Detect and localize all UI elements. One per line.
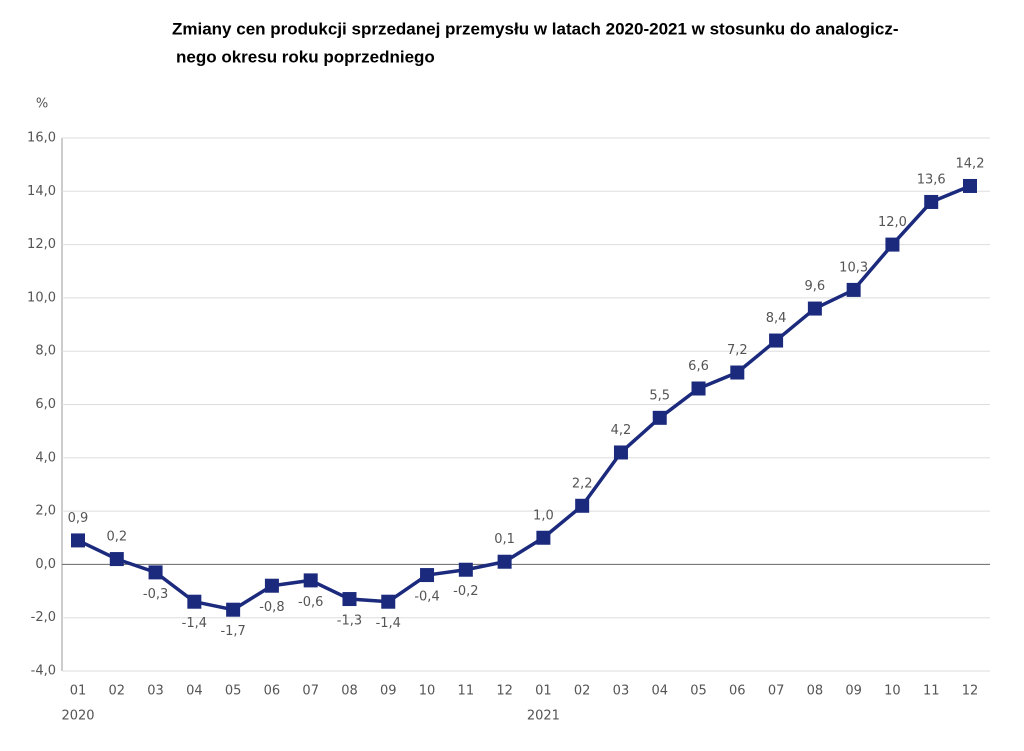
data-label: -1,7 xyxy=(220,624,245,639)
point-marker xyxy=(963,178,977,193)
data-label: 14,2 xyxy=(956,156,985,171)
point-marker xyxy=(497,554,512,569)
point-marker xyxy=(730,365,745,380)
data-label: 2,2 xyxy=(572,476,593,491)
y-tick-label: 8,0 xyxy=(35,344,56,359)
x-tick-label: 02 xyxy=(574,684,591,699)
point-marker xyxy=(652,410,667,425)
point-marker xyxy=(303,573,318,588)
y-tick-label: 12,0 xyxy=(27,237,56,252)
x-tick-label: 11 xyxy=(458,684,475,699)
y-tick-label: -2,0 xyxy=(31,610,56,625)
point-marker xyxy=(148,565,163,580)
point-marker xyxy=(342,592,357,607)
data-label: 1,0 xyxy=(533,508,554,523)
x-group-label: 2021 xyxy=(527,709,560,724)
point-marker xyxy=(769,333,784,348)
y-tick-label: -4,0 xyxy=(31,664,56,679)
point-marker xyxy=(846,282,861,297)
data-label: -0,4 xyxy=(414,590,439,605)
point-marker xyxy=(109,552,124,567)
x-tick-label: 04 xyxy=(186,684,203,699)
point-marker xyxy=(536,530,551,545)
x-tick-label: 09 xyxy=(380,684,397,699)
x-tick-label: 12 xyxy=(962,684,979,699)
data-label: -1,4 xyxy=(376,616,401,631)
x-tick-label: 12 xyxy=(496,684,513,699)
data-label: 6,6 xyxy=(688,359,709,374)
y-tick-label: 14,0 xyxy=(27,184,56,199)
y-tick-label: 16,0 xyxy=(27,131,56,146)
x-tick-label: 03 xyxy=(147,684,164,699)
series-line xyxy=(77,184,971,612)
data-label: -0,3 xyxy=(143,587,168,602)
point-marker xyxy=(807,301,822,316)
point-marker xyxy=(458,562,473,577)
data-label: 9,6 xyxy=(805,279,826,294)
x-tick-label: 07 xyxy=(302,684,319,699)
point-marker xyxy=(187,594,202,609)
point-marker xyxy=(420,568,435,583)
data-label: 0,9 xyxy=(68,511,89,526)
y-tick-label: 6,0 xyxy=(35,397,56,412)
x-tick-label: 08 xyxy=(807,684,824,699)
point-marker xyxy=(381,594,396,609)
x-tick-label: 01 xyxy=(535,684,552,699)
point-marker xyxy=(264,578,279,593)
data-label: 4,2 xyxy=(611,423,632,438)
data-label: 10,3 xyxy=(839,260,868,275)
x-tick-label: 09 xyxy=(845,684,862,699)
x-tick-label: 01 xyxy=(70,684,87,699)
x-tick-label: 02 xyxy=(109,684,126,699)
x-tick-label: 05 xyxy=(225,684,242,699)
y-tick-label: 4,0 xyxy=(35,450,56,465)
y-axis-label: % xyxy=(36,97,48,112)
data-label: 5,5 xyxy=(649,388,670,403)
point-marker xyxy=(613,445,628,460)
x-tick-label: 11 xyxy=(923,684,940,699)
y-tick-label: 2,0 xyxy=(35,504,56,519)
point-marker xyxy=(924,194,939,209)
x-tick-label: 05 xyxy=(690,684,707,699)
data-label: -0,6 xyxy=(298,595,323,610)
x-tick-label: 10 xyxy=(884,684,901,699)
data-label: -1,4 xyxy=(182,616,207,631)
data-label: 0,2 xyxy=(106,530,127,545)
x-tick-label: 04 xyxy=(651,684,668,699)
chart-title: nego okresu roku poprzedniego xyxy=(176,47,435,66)
data-label: 12,0 xyxy=(878,215,907,230)
data-label: 0,1 xyxy=(494,532,515,547)
x-group-label: 2020 xyxy=(61,709,94,724)
data-label: -0,8 xyxy=(259,600,284,615)
x-tick-label: 03 xyxy=(613,684,630,699)
data-label: -0,2 xyxy=(453,584,478,599)
y-tick-label: 10,0 xyxy=(27,290,56,305)
data-label: 13,6 xyxy=(917,172,946,187)
point-marker xyxy=(885,237,900,252)
point-marker xyxy=(71,533,85,548)
point-marker xyxy=(226,602,241,617)
point-marker xyxy=(691,381,706,396)
x-tick-label: 07 xyxy=(768,684,785,699)
x-tick-label: 08 xyxy=(341,684,358,699)
data-label: -1,3 xyxy=(337,614,362,629)
data-label: 7,2 xyxy=(727,343,748,358)
point-marker xyxy=(575,498,590,513)
x-tick-label: 06 xyxy=(264,684,281,699)
x-tick-label: 10 xyxy=(419,684,436,699)
x-tick-label: 06 xyxy=(729,684,746,699)
y-tick-label: 0,0 xyxy=(35,557,56,572)
data-label: 8,4 xyxy=(766,311,787,326)
chart-title: Zmiany cen produkcji sprzedanej przemysł… xyxy=(172,19,899,38)
